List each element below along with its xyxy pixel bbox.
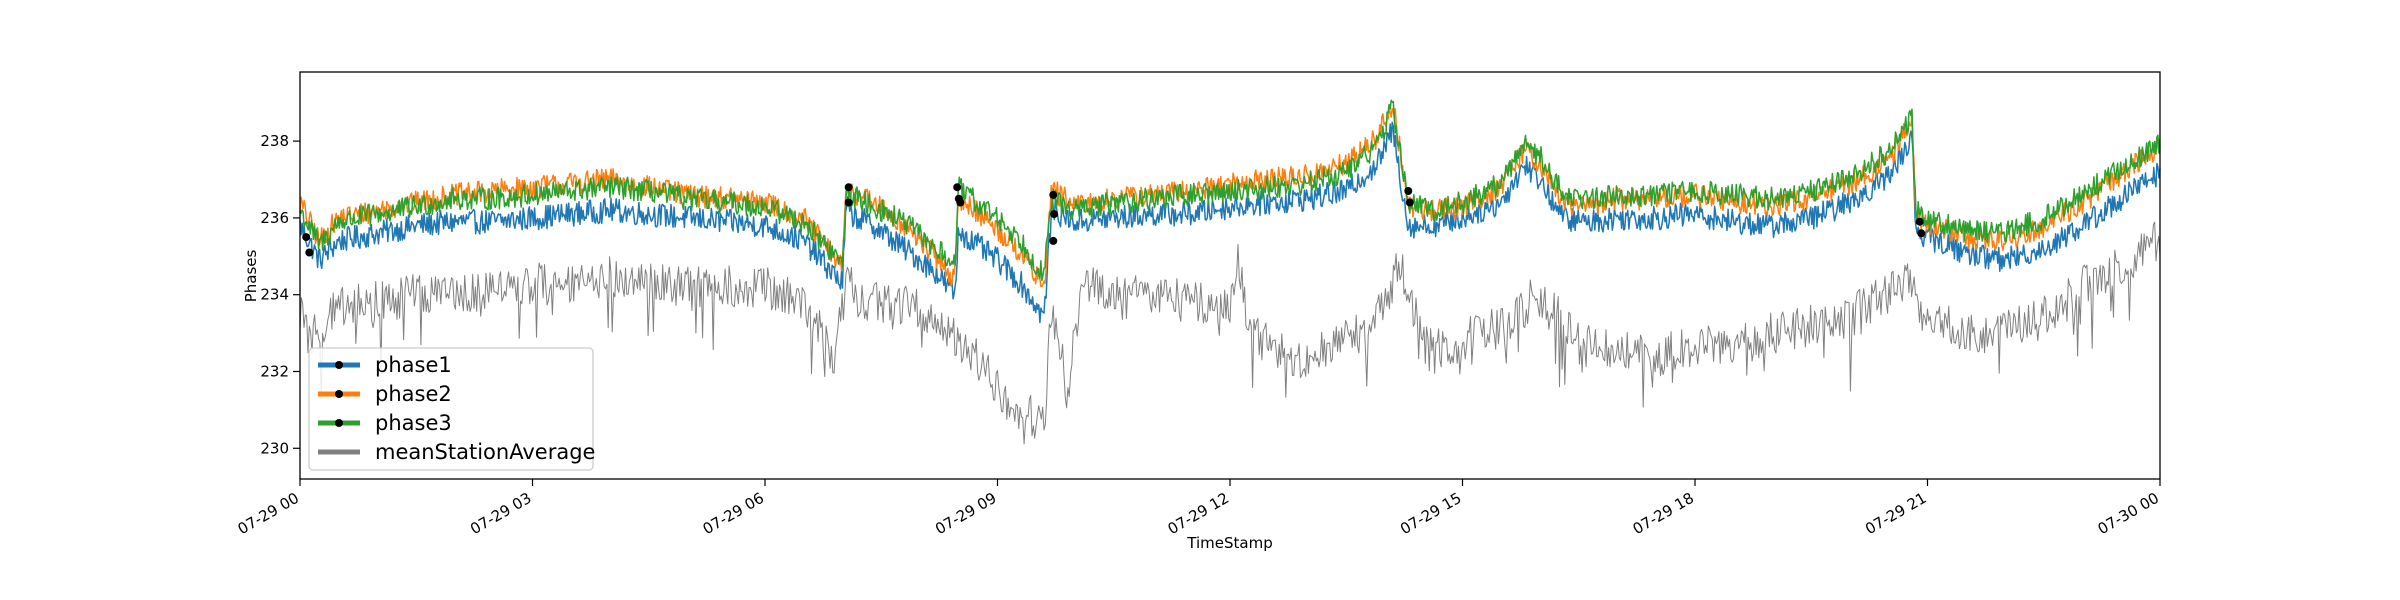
series-line-meanStationAverage bbox=[299, 221, 2161, 445]
marker-layer bbox=[302, 183, 1926, 257]
x-axis-label: TimeStamp bbox=[1186, 534, 1272, 552]
plot-area bbox=[300, 72, 2160, 479]
x-tick-label: 07-29 06 bbox=[700, 489, 767, 538]
x-tick-label: 07-29 21 bbox=[1862, 489, 1929, 538]
legend-label-phase3: phase3 bbox=[375, 411, 452, 435]
series-marker bbox=[1049, 190, 1058, 199]
y-tick-label: 232 bbox=[260, 362, 289, 380]
x-tick-label: 07-30 00 bbox=[2095, 489, 2162, 538]
x-tick-label: 07-29 18 bbox=[1630, 489, 1697, 538]
series-marker bbox=[302, 233, 311, 242]
legend-label-meanStationAverage: meanStationAverage bbox=[375, 440, 595, 464]
x-tick-label: 07-29 09 bbox=[932, 489, 999, 538]
series-marker bbox=[1405, 198, 1414, 207]
legend-label-phase2: phase2 bbox=[375, 382, 452, 406]
y-tick-label: 238 bbox=[260, 132, 289, 150]
series-marker bbox=[844, 198, 853, 207]
series-marker bbox=[305, 248, 314, 257]
legend-item-phase2: phase2 bbox=[318, 382, 452, 406]
legend: phase1 phase2 phase3 meanStationAverage bbox=[308, 347, 595, 471]
x-tick-label: 07-29 15 bbox=[1397, 489, 1464, 538]
x-axis: 07-29 00 07-29 03 07-29 06 07-29 09 07-29 12… bbox=[235, 479, 2162, 538]
series-marker bbox=[844, 183, 853, 192]
series-marker bbox=[1049, 236, 1058, 245]
legend-box bbox=[308, 347, 594, 471]
series-marker bbox=[1050, 210, 1059, 219]
series-line-phase3 bbox=[299, 99, 2161, 282]
series-line-phase1 bbox=[299, 121, 2161, 324]
legend-marker-phase1 bbox=[335, 361, 343, 369]
y-tick-label: 230 bbox=[260, 439, 289, 457]
legend-marker-phase3 bbox=[335, 419, 343, 427]
legend-item-meanStationAverage: meanStationAverage bbox=[318, 440, 595, 464]
y-axis: 230 232 234 236 238 bbox=[260, 132, 300, 457]
x-tick-label: 07-29 03 bbox=[467, 489, 534, 538]
series-marker bbox=[1917, 229, 1926, 238]
series-layer bbox=[299, 99, 2161, 445]
legend-label-phase1: phase1 bbox=[375, 353, 452, 377]
y-axis-label: Phases bbox=[242, 250, 260, 303]
x-tick-label: 07-29 00 bbox=[235, 489, 302, 538]
legend-marker-phase2 bbox=[335, 390, 343, 398]
series-marker bbox=[1915, 217, 1924, 226]
series-marker bbox=[956, 198, 965, 207]
series-marker bbox=[1404, 187, 1413, 195]
x-tick-label: 07-29 12 bbox=[1165, 489, 1232, 538]
series-marker bbox=[953, 183, 962, 192]
legend-item-phase1: phase1 bbox=[318, 353, 452, 377]
legend-item-phase3: phase3 bbox=[318, 411, 452, 435]
y-tick-label: 234 bbox=[260, 286, 289, 304]
y-tick-label: 236 bbox=[260, 209, 289, 227]
